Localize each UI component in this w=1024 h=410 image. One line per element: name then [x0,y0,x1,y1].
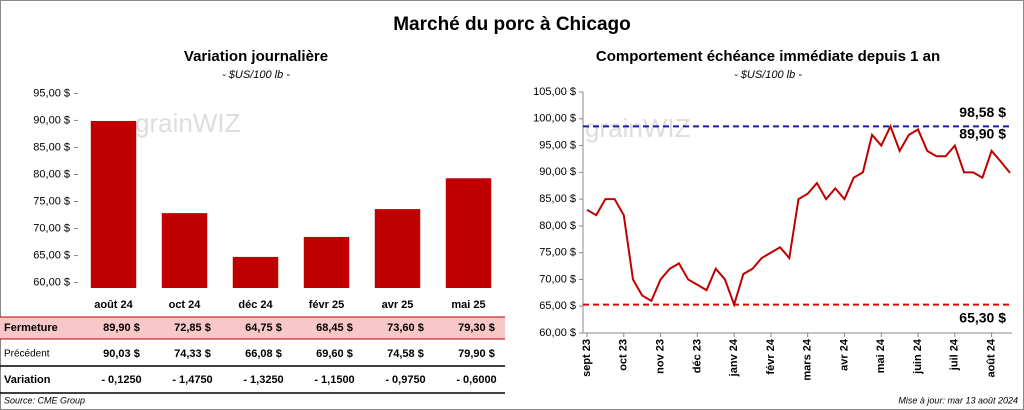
table-row-label: Précédent [4,349,50,360]
x-tick-label: févr 25 [309,299,344,311]
y-tick-label: 105,00 $ [533,86,576,98]
watermark: grainWIZ [135,108,241,138]
x-tick-label: juin 24 [912,338,924,375]
table-cell: - 1,3250 [243,374,283,386]
source: Source: CME Group [4,395,85,405]
x-tick-label: mai 24 [875,338,887,373]
y-tick-label: 85,00 $ [539,193,576,205]
y-tick-label: 100,00 $ [533,113,576,125]
table-row-label: Fermeture [4,322,58,334]
y-tick-label: 60,00 $ [539,327,576,339]
table-cell: - 1,4750 [172,374,212,386]
y-tick-label: 70,00 $ [33,222,70,234]
reference-label: 98,58 $ [959,104,1006,120]
x-tick-label: janv 24 [728,338,740,377]
y-tick-label: 70,00 $ [539,273,576,285]
x-tick-label: août 24 [94,299,133,311]
bar [374,209,421,288]
bar [232,256,279,288]
y-tick-label: 95,00 $ [33,87,70,99]
y-tick-label: 75,00 $ [539,247,576,259]
y-tick-label: 65,00 $ [33,249,70,261]
table-cell: 66,08 $ [245,348,282,360]
last-value-label: 89,90 $ [959,126,1006,142]
bar [445,178,492,288]
bar [303,236,350,288]
chart-title: Comportement échéance immédiate depuis 1… [596,48,940,65]
chart-title: Variation journalière [184,48,328,65]
y-tick-label: 95,00 $ [539,139,576,151]
x-tick-label: mai 25 [451,299,485,311]
table-cell: - 0,6000 [456,374,496,386]
table-cell: 69,60 $ [316,348,353,360]
x-tick-label: mars 24 [802,338,814,380]
x-tick-label: oct 23 [618,339,630,371]
y-tick-label: 90,00 $ [539,166,576,178]
x-tick-label: oct 24 [169,299,202,311]
x-tick-label: déc 24 [238,299,273,311]
table-cell: 74,58 $ [387,348,424,360]
line [586,123,1011,308]
table-cell: - 0,9750 [385,374,425,386]
x-tick-label: févr 24 [765,338,777,374]
updated: Mise à jour: mar 13 août 2024 [898,395,1018,405]
table-row-label: Variation [4,374,51,386]
table-cell: 89,90 $ [103,322,140,334]
row-highlight [0,317,505,339]
x-tick-label: nov 23 [654,339,666,374]
bar [90,120,137,288]
table-cell: 79,30 $ [458,322,495,334]
y-tick-label: 80,00 $ [539,220,576,232]
x-tick-label: août 24 [986,338,998,377]
x-tick-label: avr 25 [382,299,414,311]
table-cell: 68,45 $ [316,322,353,334]
x-tick-label: avr 24 [838,338,850,371]
watermark: grainWIZ [585,113,691,143]
table-cell: 64,75 $ [245,322,282,334]
y-tick-label: 90,00 $ [33,114,70,126]
x-tick-label: déc 23 [691,339,703,373]
y-tick-label: 85,00 $ [33,141,70,153]
y-tick-label: 65,00 $ [539,300,576,312]
y-tick-label: 80,00 $ [33,168,70,180]
chart-subtitle: - $US/100 lb - [222,69,290,81]
table-cell: - 0,1250 [101,374,141,386]
y-tick-label: 60,00 $ [33,277,70,289]
x-tick-label: sept 23 [581,339,593,377]
table-cell: 74,33 $ [174,348,211,360]
page-title: Marché du porc à Chicago [393,14,631,35]
x-tick-label: juil 24 [949,338,961,371]
table-cell: 72,85 $ [174,322,211,334]
bar [161,213,208,288]
y-tick-label: 75,00 $ [33,195,70,207]
table-cell: 79,90 $ [458,348,495,360]
chart-subtitle: - $US/100 lb - [734,69,802,81]
reference-label: 65,30 $ [959,309,1006,325]
table-cell: 90,03 $ [103,348,140,360]
table-cell: 73,60 $ [387,322,424,334]
table-cell: - 1,1500 [314,374,354,386]
